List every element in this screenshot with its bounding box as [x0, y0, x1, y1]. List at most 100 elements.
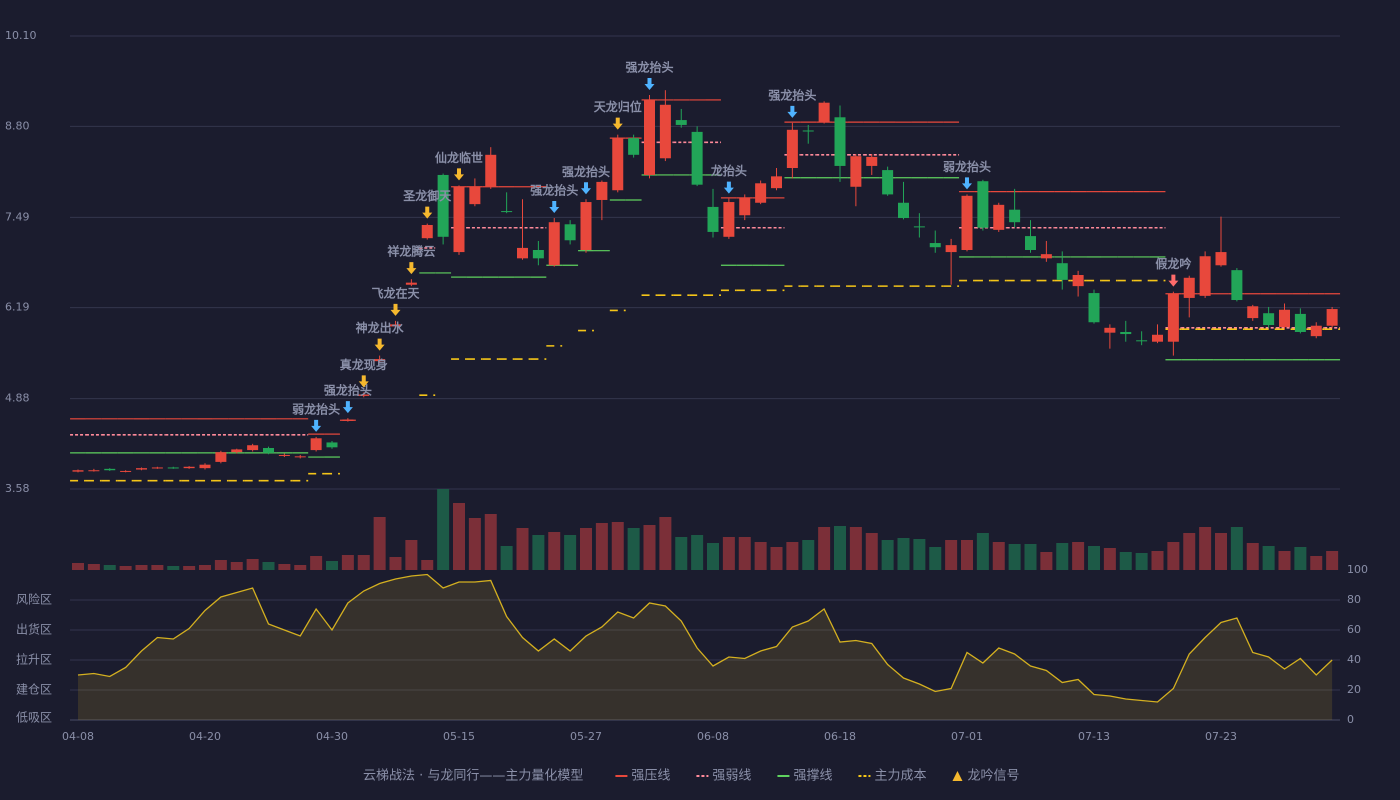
- x-tick-label: 06-08: [697, 730, 729, 743]
- volume-bar: [1183, 533, 1196, 570]
- volume-bar: [389, 557, 402, 570]
- candle-body: [1310, 325, 1322, 337]
- y2-tick-label: 0: [1347, 713, 1354, 726]
- zone-label: 拉升区: [16, 652, 52, 667]
- volume-bar: [691, 535, 704, 570]
- volume-bar: [214, 560, 227, 570]
- candle-body: [326, 442, 338, 448]
- candle-body: [501, 211, 513, 213]
- y2-tick-label: 100: [1347, 563, 1368, 576]
- zone-label: 建仓区: [16, 683, 52, 697]
- candle-body: [421, 224, 433, 239]
- signal-label: 弱龙抬头: [292, 401, 340, 416]
- signal-arrow: [311, 419, 322, 432]
- volume-bar: [119, 566, 132, 570]
- volume-bar: [738, 537, 751, 570]
- volume-bar: [326, 561, 338, 570]
- signal-label: 神龙出水: [356, 320, 405, 335]
- candle-body: [151, 467, 163, 469]
- candle-body: [580, 202, 592, 250]
- candle-body: [1025, 236, 1036, 250]
- candle-body: [929, 243, 941, 248]
- volume-bar: [151, 565, 164, 570]
- candle-body: [183, 466, 195, 469]
- volume-bar: [548, 532, 561, 570]
- candle-body: [1104, 327, 1116, 333]
- volume-bar: [1199, 527, 1212, 570]
- y2-tick-label: 40: [1347, 653, 1361, 666]
- legend-label: 龙吟信号: [967, 768, 1019, 784]
- candle-body: [1056, 263, 1068, 280]
- candle-body: [263, 448, 274, 453]
- volume-bar: [1326, 551, 1339, 570]
- volume-bar: [1119, 552, 1132, 570]
- zone-label: 低吸区: [16, 711, 52, 725]
- signal-label: 强龙抬头: [562, 164, 610, 179]
- legend-label: 强弱线: [712, 769, 751, 784]
- signal-arrow: [1168, 274, 1179, 287]
- volume-bar: [659, 517, 672, 570]
- volume-bar: [564, 535, 577, 570]
- signal-label: 仙龙临世: [435, 150, 483, 165]
- volume-bar: [834, 526, 846, 570]
- osc-line: [77, 573, 1333, 703]
- volume-bar: [1088, 546, 1100, 570]
- signal-arrow: [549, 201, 560, 214]
- signal-arrow: [644, 78, 655, 91]
- candle-body: [548, 222, 560, 266]
- volume-bar: [87, 564, 100, 570]
- candle-body: [88, 470, 100, 472]
- volume-bar: [849, 527, 862, 570]
- candle-body: [1152, 334, 1163, 342]
- candle-body: [405, 282, 417, 285]
- candle-body: [136, 468, 147, 470]
- volume-bar: [1278, 551, 1291, 570]
- signal-arrow: [962, 177, 972, 190]
- signal-arrow: [358, 375, 369, 388]
- legend-title: 云梯战法 · 与龙同行——主力量化模型: [363, 769, 583, 784]
- volume-bar: [72, 563, 84, 570]
- volume-bar: [627, 528, 640, 570]
- volume-bar: [135, 565, 148, 570]
- signal-arrow: [454, 168, 464, 181]
- candle-body: [532, 249, 544, 259]
- candle-body: [310, 438, 322, 451]
- candle-body: [644, 99, 655, 175]
- volume-bar: [865, 533, 878, 570]
- candle-body: [675, 120, 687, 125]
- volume-bar: [532, 535, 545, 570]
- y-tick-label: 6.19: [5, 301, 30, 314]
- candle-body: [771, 176, 782, 189]
- volume-bar: [373, 517, 386, 570]
- volume-bar: [1151, 551, 1164, 570]
- candle-body: [247, 445, 259, 451]
- y-tick-label: 3.58: [5, 482, 30, 495]
- x-tick-label: 07-23: [1205, 730, 1237, 743]
- candle-body: [596, 181, 608, 200]
- volume-bar: [294, 565, 307, 570]
- y-tick-label: 8.80: [5, 119, 30, 132]
- volume-bar: [453, 503, 465, 570]
- candle-body: [786, 129, 798, 169]
- volume-bar: [516, 528, 529, 570]
- candle-body: [1088, 293, 1100, 323]
- candle-body: [1231, 270, 1243, 301]
- candle-body: [898, 202, 909, 219]
- volume-bar: [786, 542, 799, 570]
- signal-arrow: [787, 105, 798, 118]
- volume-bar: [707, 543, 719, 570]
- volume-bar: [961, 540, 973, 570]
- candle-body: [1263, 313, 1275, 326]
- x-tick-label: 06-18: [824, 730, 856, 743]
- candle-body: [1247, 306, 1259, 319]
- candle-body: [1136, 340, 1148, 342]
- volume-bar: [1167, 542, 1180, 570]
- candle-body: [453, 186, 465, 253]
- signal-label: 圣龙御天: [402, 188, 452, 203]
- candle-body: [691, 131, 703, 185]
- candle-body: [167, 467, 179, 469]
- candle-body: [1040, 254, 1052, 259]
- volume-bar: [580, 528, 592, 570]
- candle-body: [374, 359, 386, 362]
